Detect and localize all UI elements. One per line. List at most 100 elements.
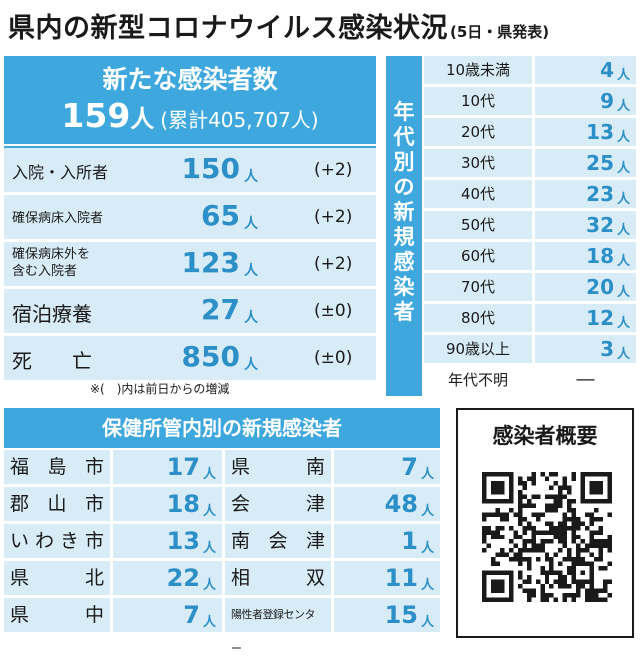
health-center-grid: 福島市 17 人県南 7 人郡山市 18 人会津 48 人いわき市 13 人南会津 1 人県北 22 人相双…	[4, 450, 440, 655]
age-label: 80代	[424, 304, 532, 332]
age-value-cell: 25 人	[535, 149, 636, 177]
age-side-title: 年代別の新規感染者	[393, 100, 415, 324]
age-value-cell: 32 人	[535, 211, 636, 239]
qr-code-icon[interactable]	[482, 472, 612, 602]
summary-row-label: 入院・入所者	[12, 163, 109, 182]
summary-row-unit: 人	[244, 310, 258, 326]
summary-row-value: 850	[181, 340, 240, 373]
new-cases-count: 159	[61, 96, 131, 135]
change-note: ※( )内は前日からの増減	[90, 382, 230, 396]
health-center-count: 48	[384, 490, 418, 518]
health-center-row: いわき市 13 人南会津 1 人	[4, 524, 440, 558]
overview-box: 感染者概要	[456, 408, 634, 638]
health-center-value-cell: 18 人	[113, 487, 222, 521]
health-center-name: 県北	[10, 567, 104, 589]
health-center-count: 7	[401, 453, 418, 481]
health-center-name: 相双	[231, 567, 325, 589]
age-row: 90歳以上 3 人	[424, 335, 636, 363]
summary-rows: 入院・入所者 150 人 (+2) 確保病床入院者 65 人 (+2) 確保病床…	[4, 146, 376, 383]
summary-row-incl-outside-beds: 確保病床外を 含む入院者 123 人 (+2)	[4, 242, 376, 289]
summary-row-value: 27	[201, 293, 240, 326]
health-center-name: 南会津	[231, 530, 325, 552]
summary-row-label: 宿泊療養	[12, 302, 92, 326]
age-value-cell: 18 人	[535, 242, 636, 270]
health-center-value-cell: 48 人	[334, 487, 440, 521]
summary-row-label-line2: 含む入院者	[12, 264, 78, 279]
health-center-unit: 人	[202, 615, 216, 630]
age-value-cell: 13 人	[535, 118, 636, 146]
age-label: 10歳未満	[424, 56, 532, 84]
cumulative-count: (累計405,707人)	[160, 108, 319, 132]
age-label: 10代	[424, 87, 532, 115]
age-row: 30代 25 人	[424, 149, 636, 177]
summary-row-secured-beds: 確保病床入院者 65 人 (+2)	[4, 195, 376, 242]
age-row: 20代 13 人	[424, 118, 636, 146]
summary-row-value: 65	[201, 199, 240, 232]
health-center-name-cell: 陽性者登録センター	[225, 598, 331, 655]
health-center-unit: 人	[420, 615, 434, 630]
age-unit: 人	[616, 130, 630, 145]
age-value-cell: 20 人	[535, 273, 636, 301]
age-count: 18	[586, 244, 614, 268]
age-count: 13	[586, 120, 614, 144]
health-center-count: 17	[166, 453, 200, 481]
summary-row-unit: 人	[244, 169, 258, 185]
health-center-row: 県中 7 人陽性者登録センター 15 人	[4, 598, 440, 655]
age-unit: 人	[616, 68, 630, 83]
summary-row-change: (±0)	[314, 301, 353, 321]
age-row: 80代 12 人	[424, 304, 636, 332]
health-center-name-cell: 福島市	[4, 450, 110, 484]
age-count: 32	[586, 213, 614, 237]
age-label: 60代	[424, 242, 532, 270]
age-count: ―	[576, 369, 595, 390]
health-center-row: 郡山市 18 人会津 48 人	[4, 487, 440, 521]
health-center-row: 県北 22 人相双 11 人	[4, 561, 440, 595]
age-count: 25	[586, 151, 614, 175]
age-unit: 人	[616, 316, 630, 331]
health-center-unit: 人	[420, 541, 434, 556]
health-center-count: 15	[384, 601, 418, 629]
health-center-name: 県中	[10, 604, 104, 626]
health-center-count: 7	[183, 601, 200, 629]
health-center-name-cell: 会津	[225, 487, 331, 521]
age-unit: 人	[616, 254, 630, 269]
health-center-name: 陽性者登録センター	[231, 608, 316, 655]
age-side-header: 年代別の新規感染者	[386, 56, 422, 396]
title-main: 県内の新型コロナウイルス感染状況	[8, 13, 448, 44]
age-label: 50代	[424, 211, 532, 239]
age-label: 年代不明	[424, 366, 532, 394]
health-center-unit: 人	[420, 467, 434, 482]
age-count: 9	[600, 89, 614, 113]
age-count: 4	[600, 58, 614, 82]
health-center-unit: 人	[420, 578, 434, 593]
page-title: 県内の新型コロナウイルス感染状況 (5日・県発表)	[8, 6, 634, 46]
health-center-unit: 人	[202, 578, 216, 593]
health-center-name: 福島市	[10, 456, 104, 478]
new-cases-heading: 新たな感染者数	[102, 65, 278, 94]
summary-row-change: (±0)	[314, 348, 353, 368]
health-center-panel: 保健所管内別の新規感染者 福島市 17 人県南 7 人郡山市 18 人会津 48 人いわき市 13…	[4, 408, 440, 655]
health-center-name: 郡山市	[10, 493, 104, 515]
age-row: 40代 23 人	[424, 180, 636, 208]
health-center-count: 22	[166, 564, 200, 592]
age-row: 10歳未満 4 人	[424, 56, 636, 84]
health-center-name-cell: 県北	[4, 561, 110, 595]
health-center-name-cell: 県南	[225, 450, 331, 484]
health-center-name-cell: 相双	[225, 561, 331, 595]
health-center-row: 福島市 17 人県南 7 人	[4, 450, 440, 484]
age-row: 60代 18 人	[424, 242, 636, 270]
health-center-name-cell: 南会津	[225, 524, 331, 558]
health-center-unit: 人	[202, 467, 216, 482]
age-row: 年代不明 ―	[424, 366, 636, 394]
age-value-cell: ―	[535, 366, 636, 394]
summary-row-unit: 人	[244, 216, 258, 232]
health-center-unit: 人	[202, 541, 216, 556]
health-center-value-cell: 13 人	[113, 524, 222, 558]
age-label: 90歳以上	[424, 335, 532, 363]
health-center-value-cell: 22 人	[113, 561, 222, 595]
summary-row-label: 死 亡	[12, 349, 92, 373]
age-count: 23	[586, 182, 614, 206]
